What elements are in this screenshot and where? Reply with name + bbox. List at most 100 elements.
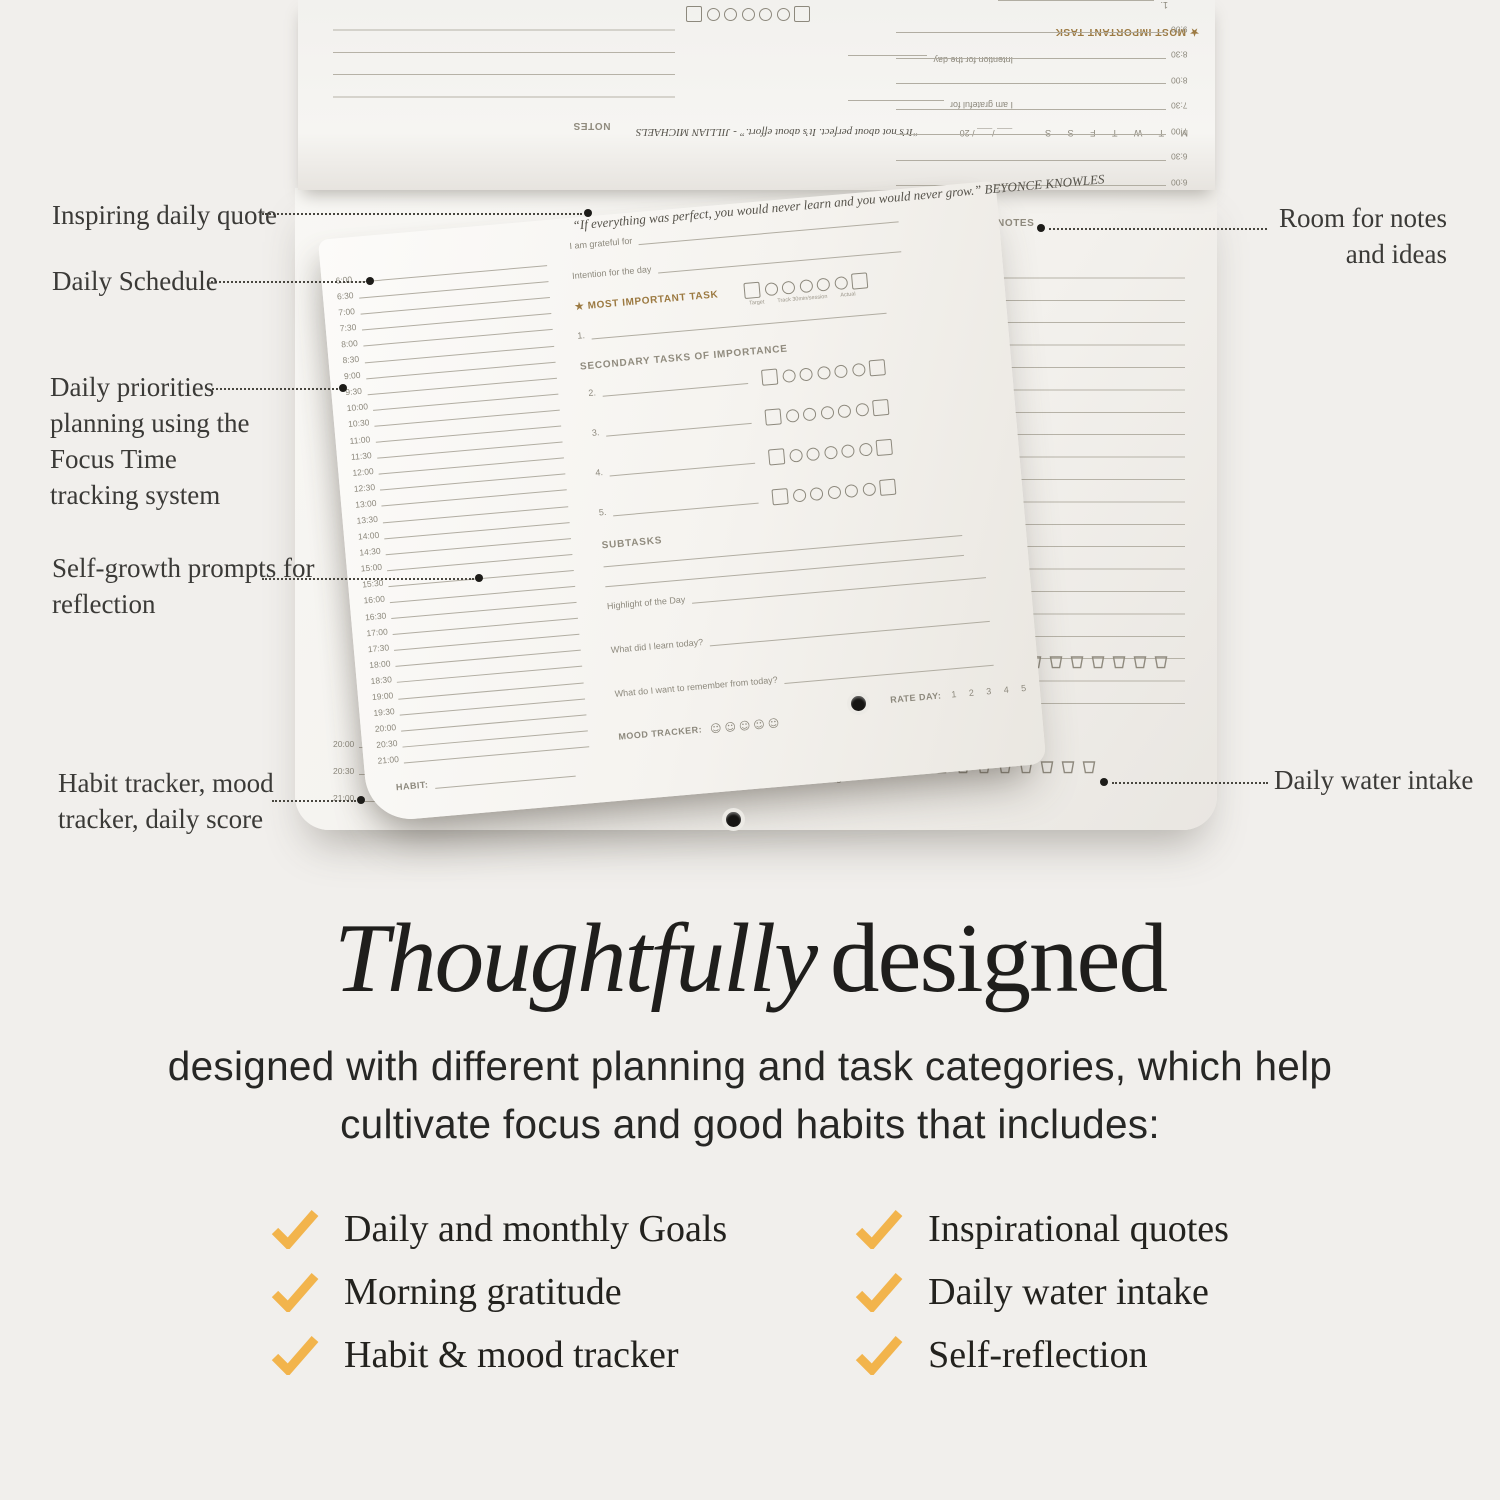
time-label: 21:00 (333, 792, 355, 803)
water-cup-icon (1070, 656, 1084, 669)
water-cup-icon (1133, 656, 1147, 669)
write-line (691, 577, 987, 604)
feature-item: Inspirational quotes (855, 1198, 1229, 1261)
actual-checkbox-icon (794, 6, 810, 22)
flipped-planner-page: NOTES “It’s not about perfect. It’s abou… (298, 0, 1215, 190)
schedule-line (896, 108, 1167, 110)
subheadline: designed with different planning and tas… (167, 1042, 1333, 1147)
leader-dot (475, 574, 483, 582)
leader-line (1049, 228, 1267, 230)
actual-checkbox-icon (868, 359, 886, 377)
focus-circle-icon (759, 7, 772, 21)
write-line (783, 664, 994, 685)
daily-schedule: 6:00 6:30 7:00 7:30 8:00 8:30 (335, 250, 590, 767)
feature-label: Daily and monthly Goals (344, 1208, 728, 1251)
schedule-line (896, 83, 1167, 85)
leader-dot (1037, 224, 1045, 232)
time-label: 8:30 (1171, 49, 1188, 60)
focus-circle-icon (741, 7, 755, 21)
time-label: 9:00 (1171, 24, 1188, 35)
water-cup-icon (1040, 761, 1054, 774)
check-icon (271, 1210, 319, 1250)
write-line (602, 383, 749, 397)
water-cup-icon (1112, 656, 1126, 669)
focus-circle-icon (816, 277, 831, 292)
water-cup-icon (1091, 656, 1105, 669)
focus-circle-icon (798, 366, 814, 382)
focus-circle-icon (844, 483, 859, 498)
callout-daily-priorities: Daily priorities planning using the Focu… (50, 372, 250, 510)
target-checkbox-icon (771, 488, 789, 506)
feature-label: Self-reflection (928, 1334, 1148, 1377)
time-label: 20:30 (333, 765, 355, 776)
feature-column-left: Daily and monthly Goals Morning gratitud… (271, 1198, 727, 1387)
focus-time-row (767, 438, 893, 466)
focus-circle-icon (833, 363, 848, 378)
leader-dot (584, 209, 592, 217)
callout-room-for-notes: Room for notes and ideas (1279, 203, 1447, 269)
water-cup-icon (1154, 656, 1168, 669)
schedule-line (896, 57, 1167, 59)
headline: Thoughtfully designed (0, 904, 1500, 1014)
schedule-row: 7:30 (896, 84, 1188, 111)
focus-circle-icon (854, 402, 869, 417)
schedule-row: 6:30 (896, 135, 1188, 162)
focus-circle-icon (788, 448, 803, 463)
time-label: 21:00 (377, 754, 400, 767)
target-checkbox-icon (767, 448, 786, 466)
mood-face-icon: ☺ (723, 720, 737, 735)
leader-dot (339, 384, 347, 392)
focus-circle-icon (840, 443, 855, 458)
focus-circle-icon (837, 403, 852, 418)
most-important-task-label: ★ MOST IMPORTANT TASK (574, 289, 719, 313)
schedule-row: 8:00 (896, 59, 1188, 86)
schedule-line (896, 159, 1167, 161)
write-line (434, 775, 576, 789)
focus-circle-icon (776, 7, 790, 21)
headline-italic: Thoughtfully (334, 904, 818, 1013)
notes-label: NOTES (573, 120, 611, 131)
star-icon: ★ (1189, 26, 1199, 37)
time-label: 8:00 (1171, 75, 1188, 86)
leader-dot (366, 277, 374, 285)
focus-circle-icon (805, 446, 821, 461)
feature-label: Daily water intake (928, 1271, 1209, 1314)
star-icon: ★ (574, 301, 585, 313)
notes-ruled-lines (333, 8, 675, 114)
mood-face-icon: ☺ (767, 716, 780, 731)
water-cup-icon (1049, 656, 1063, 669)
task-4-row: 4. (595, 455, 756, 478)
leader-dot (1100, 778, 1108, 786)
focus-circle-icon (781, 368, 796, 383)
focus-circle-icon (809, 486, 824, 501)
task-1-row: 1. (577, 305, 887, 341)
actual-checkbox-icon (875, 438, 893, 457)
task-5-row: 5. (598, 495, 759, 518)
actual-checkbox-icon (879, 478, 897, 496)
feature-label: Habit & mood tracker (344, 1334, 679, 1377)
front-planner-page: “If everything was perfect, you would ne… (318, 171, 1105, 823)
write-line (998, 0, 1155, 1)
flipped-schedule: 6:00 6:30 7:00 7:30 8:00 8:30 (896, 8, 1188, 187)
write-line (609, 462, 756, 477)
focus-time-row (761, 359, 886, 386)
task-3-row: 3. (591, 415, 752, 438)
actual-checkbox-icon (850, 272, 869, 290)
callout-daily-schedule: Daily Schedule (52, 266, 218, 296)
check-icon (855, 1336, 903, 1376)
binding-hole (851, 696, 866, 711)
write-line (612, 502, 759, 517)
feature-column-right: Inspirational quotes Daily water intake … (855, 1198, 1229, 1387)
write-line (605, 422, 752, 437)
schedule-row: 8:30 (896, 33, 1188, 60)
time-label: 7:00 (1171, 126, 1188, 137)
leader-line (262, 213, 582, 215)
task-2-row: 2. (588, 375, 749, 398)
focus-circle-icon (706, 7, 720, 21)
focus-circle-icon (833, 275, 848, 290)
leader-line (1112, 782, 1268, 784)
check-icon (271, 1336, 319, 1376)
callout-self-growth: Self-growth prompts for reflection (52, 553, 315, 619)
schedule-line (896, 185, 1167, 186)
target-checkbox-icon (743, 281, 761, 300)
